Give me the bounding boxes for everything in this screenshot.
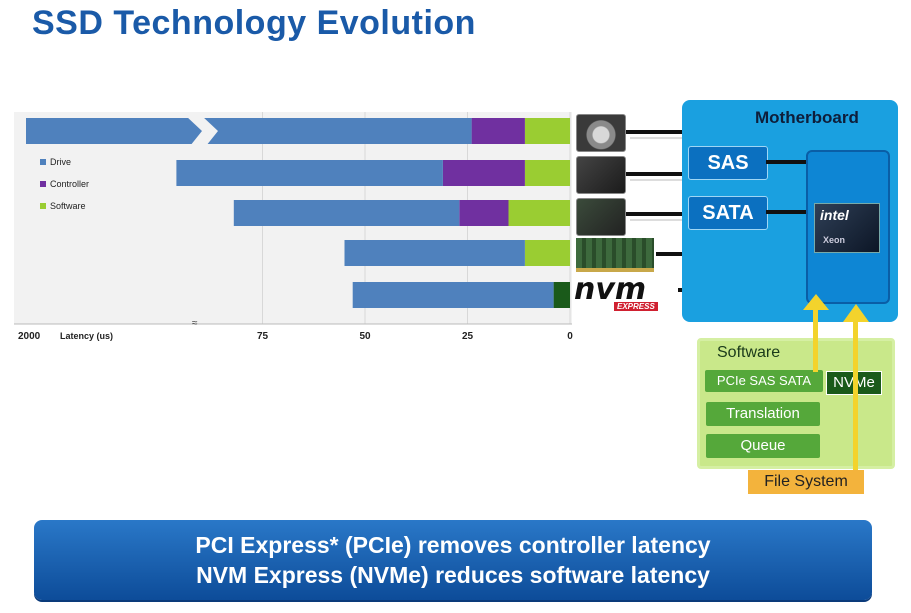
pcie-ssd-card-icon (576, 238, 654, 272)
legend-label: Drive (50, 157, 71, 167)
bar-drive (26, 118, 472, 144)
nvm-express-logo: nvm EXPRESS (574, 272, 664, 312)
queue-box: Queue (706, 434, 820, 458)
legend-swatch (40, 181, 46, 187)
legend-swatch (40, 159, 46, 165)
sata-ssd-icon (576, 198, 626, 236)
sata-bus (766, 210, 806, 214)
nvm-logo-subtext: EXPRESS (614, 302, 658, 311)
x-axis-label: Latency (us) (60, 331, 113, 341)
banner-line-1: PCI Express* (PCIe) removes controller l… (195, 532, 711, 558)
summary-banner: PCI Express* (PCIe) removes controller l… (34, 520, 872, 600)
translation-box: Translation (706, 402, 820, 426)
software-title: Software (717, 344, 781, 361)
up-arrow-icon (803, 294, 829, 310)
axis-break-mark: ≈ (192, 318, 198, 329)
x-tick-label: 0 (567, 331, 573, 342)
cable-sata (626, 212, 688, 216)
bar-drive (233, 200, 460, 226)
bar-drive (352, 282, 554, 308)
cpu-brand: intel (820, 207, 849, 223)
legacy-path-arrow (813, 306, 818, 372)
x-tick-label: 50 (359, 331, 371, 342)
legend-label: Controller (50, 179, 89, 189)
motherboard-title: Motherboard (755, 108, 859, 127)
bar-controller (442, 160, 525, 186)
bar-software (524, 240, 570, 266)
sas-ssd-icon (576, 156, 626, 194)
nvm-logo-text: nvm (574, 272, 647, 307)
bar-software (508, 200, 570, 226)
sata-interface: SATA (688, 196, 768, 230)
cpu-model: Xeon (823, 235, 846, 245)
x-tick-label: 75 (257, 331, 269, 342)
cable-hdd-highlight (630, 137, 686, 139)
up-arrow-icon (843, 304, 869, 322)
cable-hdd (626, 130, 688, 134)
bar-controller (471, 118, 525, 144)
bar-drive (344, 240, 525, 266)
nvme-path-arrow (853, 318, 858, 470)
bar-software (553, 282, 570, 308)
legacy-stack-box: PCIe SAS SATA (705, 370, 823, 392)
cable-sas-highlight (630, 179, 686, 181)
hard-disk-drive-icon (576, 114, 626, 152)
bar-software (524, 118, 570, 144)
axis-break-gap (186, 116, 218, 146)
bar-software (524, 160, 570, 186)
file-system-box: File System (748, 470, 864, 494)
x-tick-label: 2000 (18, 331, 41, 342)
bar-controller (459, 200, 509, 226)
bar-drive (176, 160, 443, 186)
legend-swatch (40, 203, 46, 209)
legend-label: Software (50, 201, 86, 211)
intel-xeon-chip-icon: intel Xeon (814, 203, 880, 253)
x-tick-label: 25 (462, 331, 474, 342)
sas-bus (766, 160, 806, 164)
cable-sas (626, 172, 688, 176)
page-title: SSD Technology Evolution (32, 4, 476, 42)
cable-sata-highlight (630, 219, 686, 221)
banner-line-2: NVM Express (NVMe) reduces software late… (196, 562, 710, 588)
sas-interface: SAS (688, 146, 768, 180)
